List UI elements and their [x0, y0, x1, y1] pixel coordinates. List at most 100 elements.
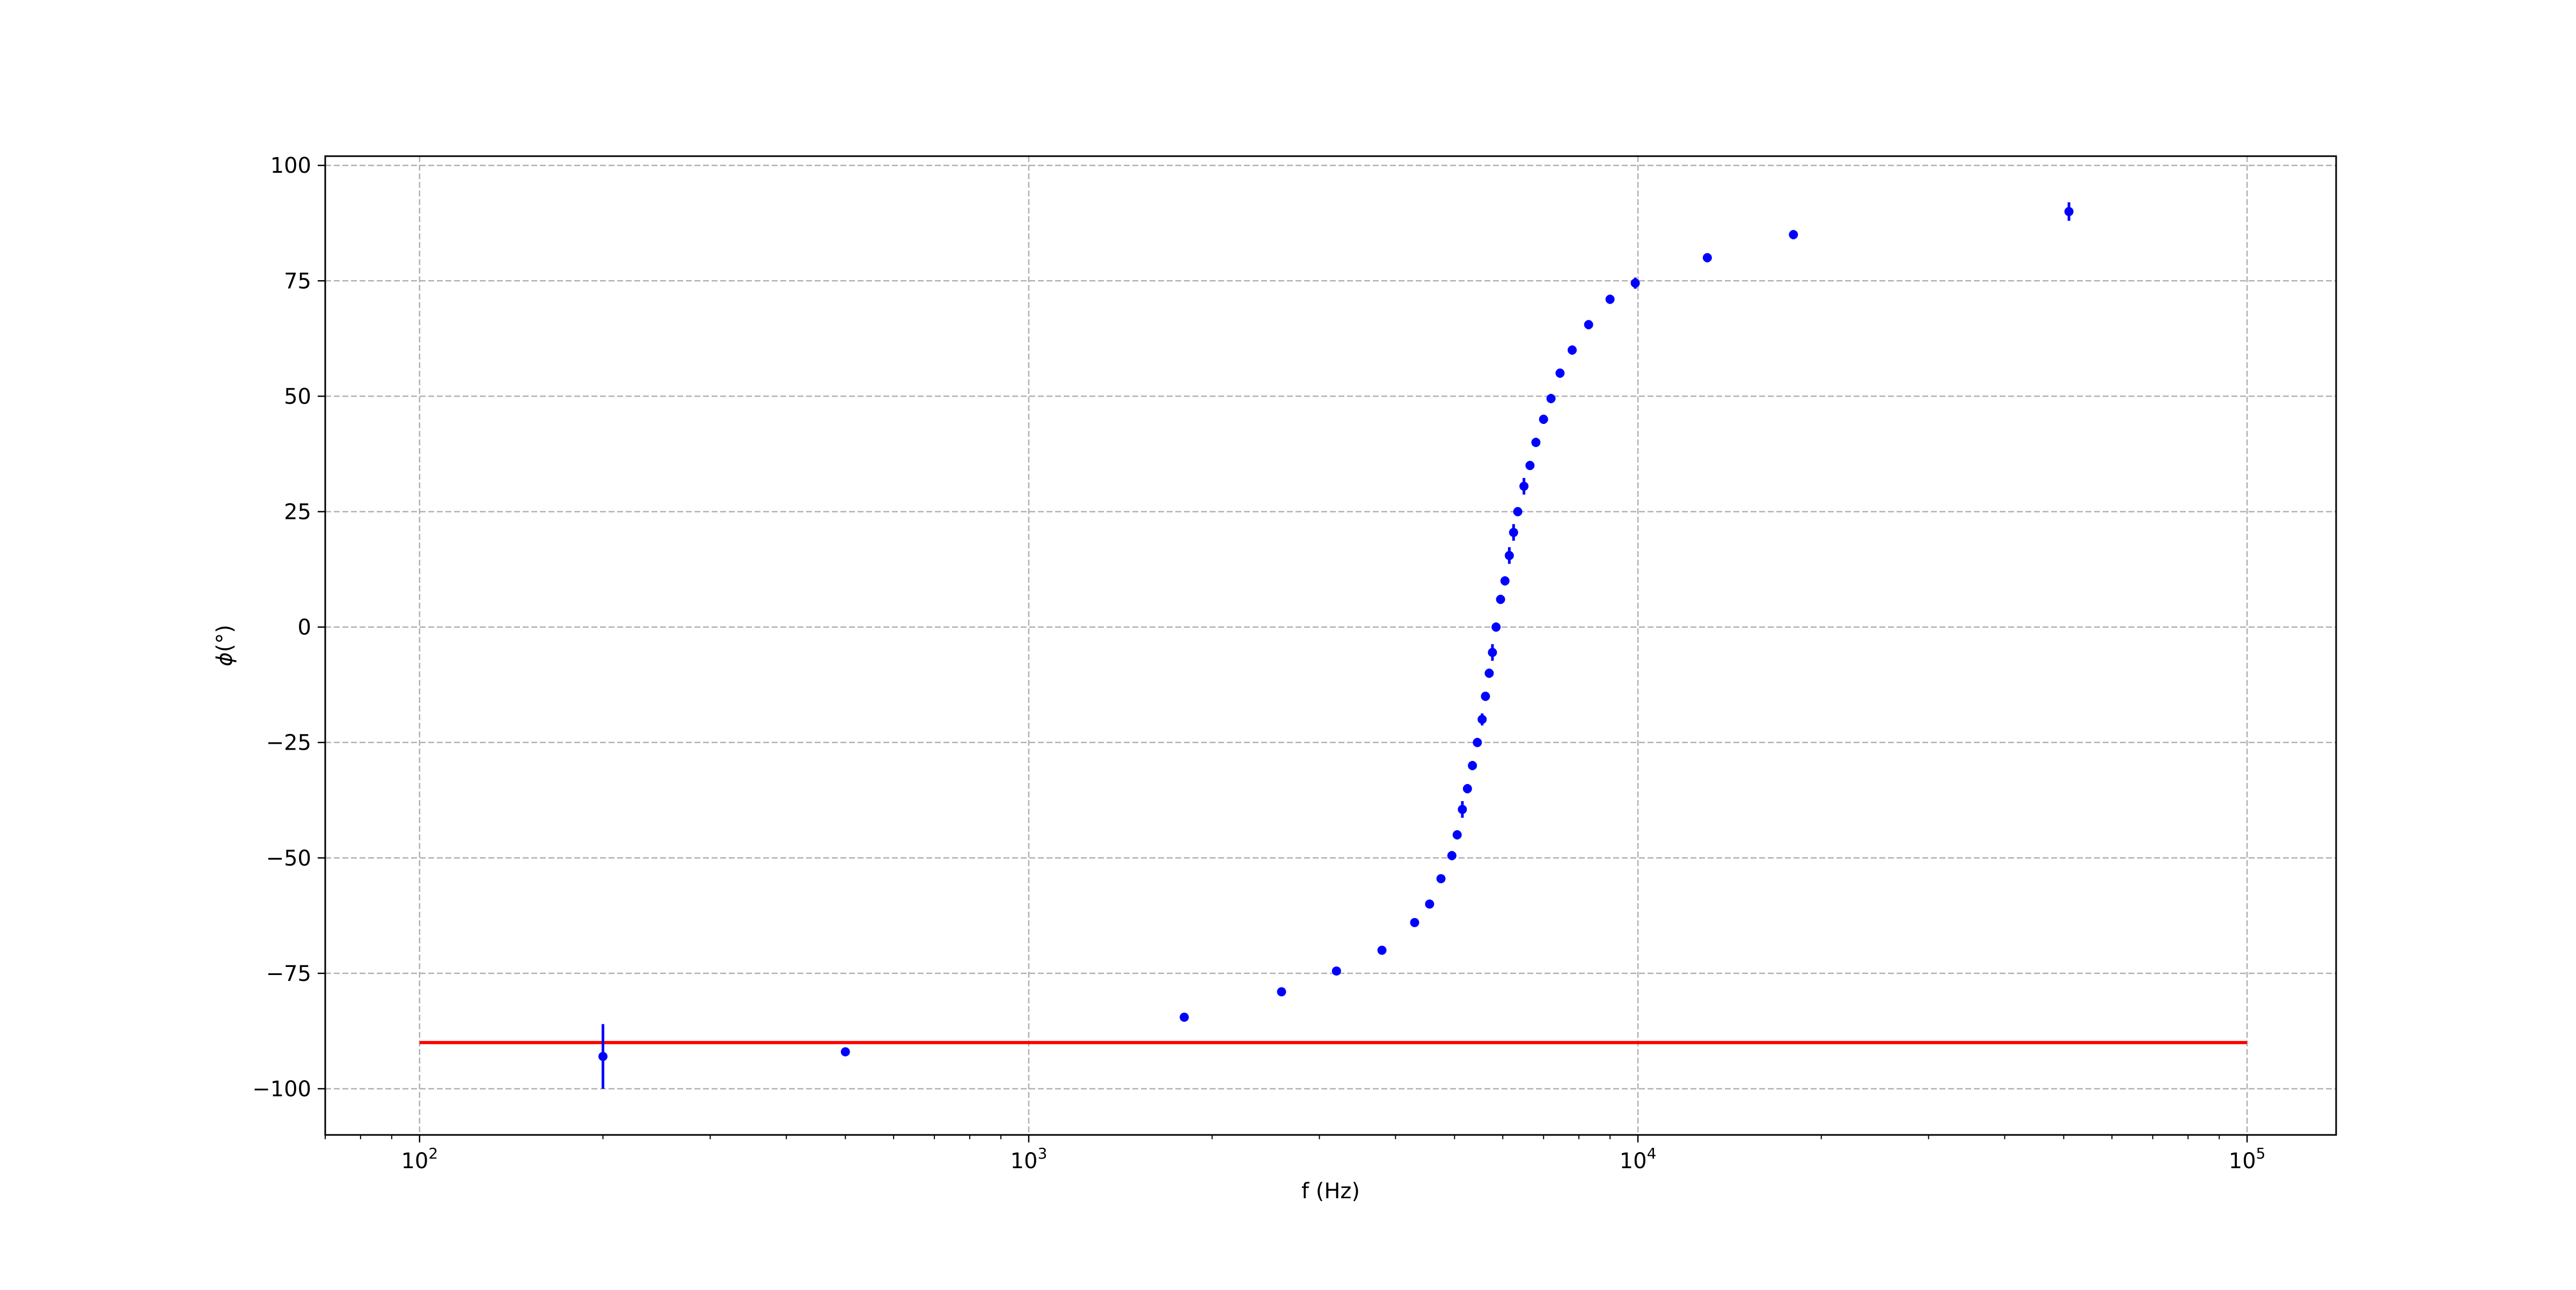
data-marker — [1531, 437, 1541, 447]
data-point — [1702, 253, 1712, 262]
data-point — [1525, 460, 1535, 471]
data-point — [1519, 478, 1529, 495]
data-marker — [1447, 851, 1457, 860]
data-point — [840, 1047, 850, 1057]
y-tick-label: 100 — [270, 153, 311, 178]
data-point — [1180, 1013, 1189, 1022]
y-tick-label: −75 — [266, 962, 311, 986]
x-tick-label-exponent: 3 — [1037, 1145, 1047, 1162]
y-axis-label: ϕ(°) — [213, 625, 237, 666]
data-marker — [1277, 987, 1286, 996]
data-point — [1509, 524, 1518, 541]
data-point — [1539, 414, 1548, 424]
data-marker — [1702, 253, 1712, 262]
data-marker — [1568, 345, 1577, 355]
x-tick-label-exponent: 4 — [1647, 1145, 1657, 1162]
data-marker — [598, 1052, 608, 1061]
data-point — [1481, 692, 1490, 701]
y-axis-label-unit: (°) — [213, 625, 237, 652]
data-marker — [1425, 899, 1435, 909]
data-marker — [1462, 784, 1472, 794]
y-axis-label-symbol: ϕ — [213, 652, 237, 666]
data-point — [1458, 801, 1467, 818]
data-point — [1331, 966, 1341, 976]
data-point — [1436, 874, 1446, 883]
data-marker — [1410, 918, 1419, 927]
data-marker — [1488, 648, 1497, 657]
data-marker — [1468, 761, 1477, 771]
x-tick-label: 103 — [1011, 1145, 1048, 1174]
data-marker — [1377, 945, 1387, 955]
data-point — [1425, 899, 1435, 909]
data-point — [1555, 368, 1565, 378]
data-point — [1462, 784, 1472, 794]
data-point — [1789, 230, 1798, 239]
y-tick-label: 0 — [298, 615, 311, 640]
data-marker — [1484, 669, 1494, 678]
data-point — [1484, 669, 1494, 678]
data-point — [1410, 918, 1419, 927]
data-point — [1546, 394, 1556, 404]
data-point — [1605, 295, 1615, 304]
data-marker — [1605, 295, 1615, 304]
data-marker — [1630, 278, 1640, 288]
y-tick-label: 50 — [284, 384, 311, 409]
x-tick-label-base: 10 — [401, 1149, 428, 1174]
data-point — [1531, 437, 1541, 448]
data-marker — [1436, 874, 1446, 883]
data-marker — [1491, 622, 1501, 632]
axes-frame — [324, 155, 2337, 1136]
data-point — [1491, 622, 1501, 632]
data-point — [1568, 345, 1577, 355]
data-point — [1447, 851, 1457, 861]
data-point — [1452, 830, 1462, 840]
plot-data — [419, 202, 2248, 1089]
data-marker — [1473, 738, 1482, 747]
x-tick-label-exponent: 5 — [2256, 1145, 2266, 1162]
data-marker — [2064, 207, 2074, 216]
y-tick-label: −25 — [266, 731, 311, 756]
data-point — [1473, 738, 1482, 747]
data-marker — [1546, 394, 1556, 404]
data-point — [1468, 761, 1477, 771]
data-point — [1277, 987, 1286, 996]
data-marker — [1509, 527, 1518, 537]
data-marker — [1504, 551, 1514, 560]
data-point — [1477, 713, 1487, 725]
x-axis-label: f (Hz) — [1301, 1179, 1360, 1204]
x-tick-label-base: 10 — [1011, 1149, 1038, 1174]
data-marker — [1481, 692, 1490, 701]
data-point — [1513, 507, 1523, 517]
data-point — [2064, 202, 2074, 221]
data-marker — [1458, 804, 1467, 814]
data-marker — [1452, 830, 1462, 840]
x-tick-label-base: 10 — [2229, 1149, 2256, 1174]
data-marker — [1539, 414, 1548, 424]
data-marker — [1555, 368, 1565, 378]
data-point — [1488, 644, 1497, 661]
data-marker — [1525, 460, 1535, 470]
data-marker — [1477, 715, 1487, 724]
data-marker — [840, 1047, 850, 1057]
data-point — [1630, 277, 1640, 289]
data-marker — [1496, 595, 1505, 604]
y-tick-label: 25 — [284, 500, 311, 524]
x-tick-label: 105 — [2229, 1145, 2266, 1174]
data-point — [1584, 320, 1593, 329]
x-tick-label: 102 — [401, 1145, 438, 1174]
y-tick-label: −100 — [252, 1077, 311, 1102]
data-point — [598, 1024, 608, 1089]
data-point — [1504, 547, 1514, 564]
grid — [325, 156, 2336, 1135]
x-tick-label-base: 10 — [1620, 1149, 1647, 1174]
data-point — [1496, 595, 1505, 604]
data-marker — [1519, 481, 1529, 491]
data-point — [1500, 576, 1510, 586]
data-marker — [1500, 576, 1510, 586]
data-point — [1377, 945, 1387, 955]
data-marker — [1513, 507, 1523, 516]
